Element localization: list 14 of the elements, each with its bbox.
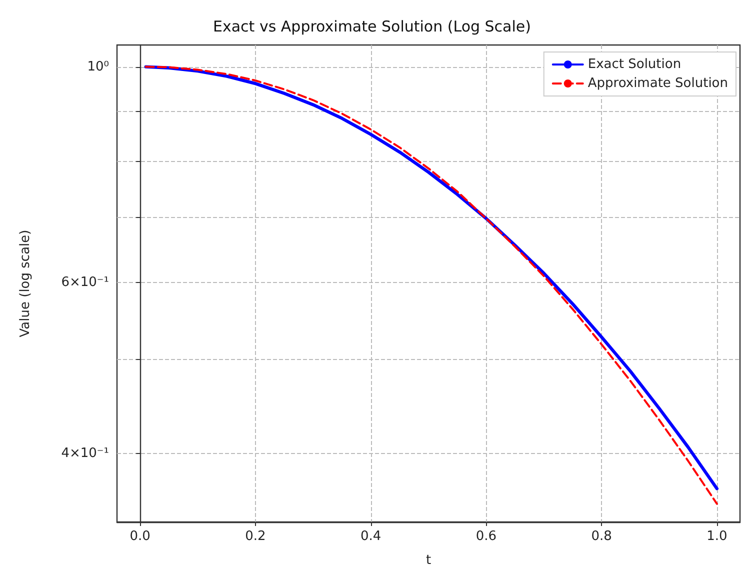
y-tick-label: 10⁰ bbox=[87, 59, 109, 74]
x-tick-label: 0.4 bbox=[360, 529, 382, 544]
x-tick-label: 0.2 bbox=[245, 529, 266, 544]
x-tick-label: 1.0 bbox=[706, 529, 728, 544]
y-axis-title: Value (log scale) bbox=[18, 230, 33, 338]
legend-label: Approximate Solution bbox=[588, 76, 728, 91]
chart-title: Exact vs Approximate Solution (Log Scale) bbox=[213, 18, 531, 36]
legend-label: Exact Solution bbox=[588, 57, 682, 72]
x-tick-label: 0.0 bbox=[130, 529, 150, 544]
x-tick-label: 0.6 bbox=[476, 529, 497, 544]
x-axis-title: t bbox=[426, 553, 432, 568]
x-tick-label: 0.8 bbox=[591, 529, 612, 544]
y-tick-label: 4×10⁻¹ bbox=[61, 446, 109, 461]
y-tick-label: 6×10⁻¹ bbox=[61, 274, 109, 290]
